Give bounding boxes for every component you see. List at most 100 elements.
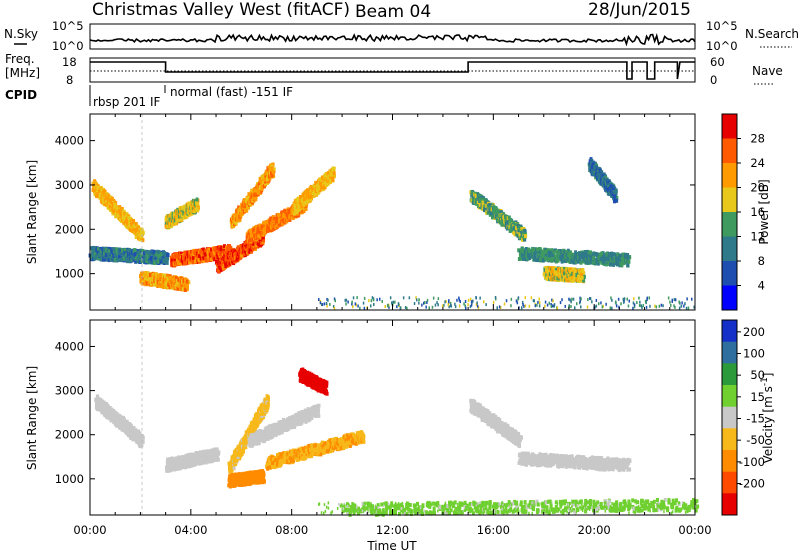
data-cell	[141, 230, 145, 235]
data-cell	[270, 166, 274, 171]
data-cell	[263, 229, 267, 234]
data-cell	[186, 210, 190, 215]
data-cell	[117, 213, 121, 218]
data-cell	[184, 211, 188, 216]
data-cell	[185, 214, 189, 219]
data-cell	[271, 170, 275, 175]
data-cell	[240, 253, 244, 258]
freq-nave-panel: Freq. [MHz] 18 8 60 0 Nave	[5, 52, 783, 87]
data-cell	[250, 230, 253, 235]
nsky-label: N.Sky	[4, 27, 38, 41]
data-cell	[332, 171, 336, 176]
data-cell	[166, 253, 170, 258]
data-cell	[184, 283, 188, 288]
data-cell	[229, 245, 233, 250]
data-cell	[110, 200, 114, 205]
data-cell	[98, 192, 102, 197]
data-cell	[131, 220, 135, 225]
data-cell	[122, 214, 126, 219]
data-cell	[185, 279, 189, 284]
freq-tick-low: 8	[66, 73, 73, 87]
data-cell	[201, 250, 205, 255]
data-cell	[129, 228, 133, 232]
data-cell	[183, 204, 187, 209]
data-cell	[258, 233, 262, 238]
data-cell	[255, 243, 259, 248]
data-cell	[197, 258, 201, 263]
data-cell	[218, 250, 222, 255]
data-cell	[192, 255, 195, 260]
data-cell	[180, 216, 184, 221]
data-cell	[139, 234, 143, 239]
data-cell	[175, 219, 179, 224]
data-cell	[264, 177, 268, 182]
data-cell	[257, 189, 261, 194]
plot-title: Christmas Valley West (fitACF)	[92, 0, 350, 20]
data-cell	[215, 260, 219, 264]
data-cell	[257, 242, 261, 247]
nsearch-label: N.Search	[745, 27, 799, 41]
data-cell	[246, 196, 249, 201]
data-cell	[141, 238, 145, 243]
data-cell	[234, 251, 238, 256]
nsky-series-line	[89, 33, 696, 47]
data-cell	[194, 259, 197, 264]
cpid-program-2: normal (fast) -151 IF	[170, 85, 293, 99]
data-cell	[252, 227, 256, 232]
data-cell	[128, 217, 132, 222]
data-cell	[198, 254, 201, 258]
data-cell	[266, 177, 269, 182]
data-cell	[245, 235, 249, 240]
data-cell	[118, 205, 122, 210]
data-cell	[123, 217, 127, 222]
data-cell	[194, 257, 198, 262]
data-cell	[262, 238, 266, 243]
data-cell	[195, 197, 199, 202]
data-cell	[261, 235, 265, 240]
data-cell	[263, 220, 267, 225]
data-cell	[262, 225, 266, 230]
data-cell	[241, 211, 244, 216]
data-cell	[92, 185, 96, 189]
data-cell	[270, 173, 274, 178]
data-cell	[210, 247, 214, 252]
data-cell	[221, 261, 225, 265]
data-cell	[202, 258, 206, 263]
data-cell	[221, 253, 225, 258]
data-cell	[268, 176, 272, 181]
data-cell	[132, 224, 136, 229]
data-cell	[139, 231, 143, 236]
data-cell	[244, 207, 248, 212]
data-cell	[216, 255, 220, 260]
data-cell	[180, 213, 184, 218]
freq-label-2: [MHz]	[5, 66, 40, 80]
data-cell	[134, 222, 138, 226]
data-cell	[233, 213, 237, 218]
data-cell	[146, 250, 150, 254]
data-cell	[225, 258, 229, 263]
nave-tick-high: 60	[710, 55, 725, 69]
nave-tick-low: 0	[710, 73, 717, 87]
data-cell	[171, 253, 175, 258]
data-cell	[178, 261, 182, 266]
data-cell	[123, 212, 127, 217]
data-cell	[98, 189, 102, 194]
data-cell	[207, 254, 211, 259]
nsky-tick-low: 10^0	[52, 39, 84, 53]
data-cell	[210, 257, 213, 262]
freq-tick-high: 18	[62, 55, 77, 69]
freq-series-line	[90, 61, 695, 80]
data-cell	[264, 179, 268, 184]
data-cell	[235, 256, 239, 261]
data-cell	[213, 256, 217, 261]
data-cell	[214, 246, 218, 250]
nsearch-tick-high: 10^5	[706, 19, 738, 33]
nsky-panel: N.Sky 10^5 10^0 10^5 10^0 N.Search	[4, 19, 799, 53]
data-cell	[125, 212, 129, 217]
data-cell	[269, 170, 273, 175]
data-cell	[238, 217, 242, 222]
data-cell	[187, 260, 191, 265]
data-cell	[271, 162, 275, 167]
